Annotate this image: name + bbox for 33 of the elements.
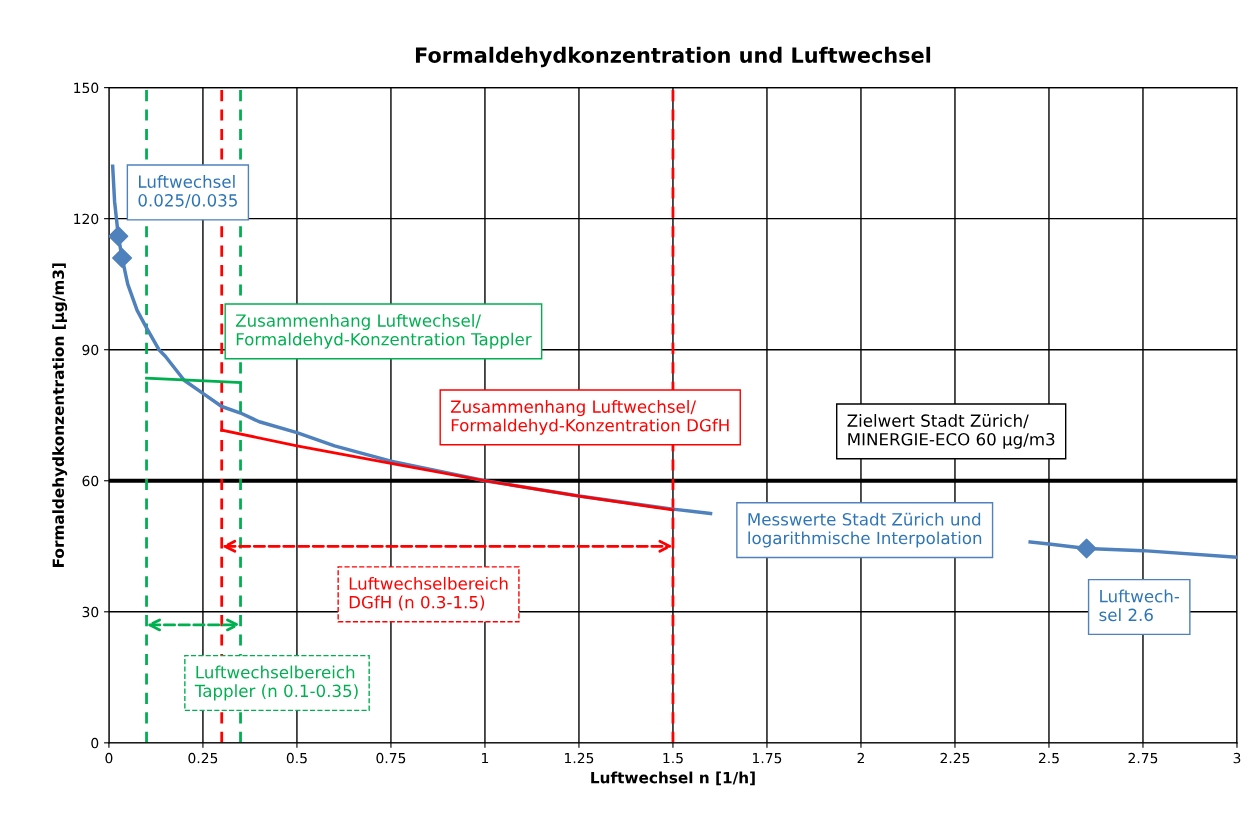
point — [1076, 538, 1097, 559]
y-tick-label: 0 — [91, 737, 99, 749]
x-tick-label: 2.75 — [1128, 752, 1158, 764]
y-tick-label: 60 — [82, 475, 99, 487]
x-tick-label: 1 — [482, 752, 489, 764]
annotation: Luftwechsel 0.025/0.035 — [138, 175, 237, 208]
annotation: Zusammenhang Luftwechsel/ Formaldehyd-Konzentration DGfH — [450, 400, 729, 435]
x-tick-label: 0 — [105, 752, 113, 764]
point — [108, 226, 129, 247]
annotation: Luftwechselbereich DGfH (n 0.3-1.5) — [349, 576, 508, 611]
y-tick-label: 30 — [82, 606, 99, 618]
x-tick-label: 0.25 — [188, 752, 218, 764]
y-axis-title: Formaldehydkonzentration [µg/m3] — [52, 263, 68, 567]
y-tick-label: 120 — [74, 213, 99, 225]
chart-title: Formaldehydkonzentration und Luftwechsel — [415, 46, 931, 68]
point — [112, 247, 133, 268]
x-tick-label: 2 — [857, 752, 864, 764]
annotation: Luftwechselbereich Tappler (n 0.1-0.35) — [194, 665, 358, 701]
x-tick-label: 1.75 — [753, 752, 782, 764]
annotation: Zusammenhang Luftwechsel/ Formaldehyd-Konzentration Tappler — [235, 313, 532, 349]
x-tick-label: 2.5 — [1038, 752, 1059, 764]
annotation: Luftwech- sel 2.6 — [1099, 589, 1180, 622]
x-tick-label: 2.25 — [940, 752, 970, 764]
x-tick-label: 0.75 — [376, 752, 406, 764]
x-tick-label: 0.5 — [286, 752, 307, 764]
x-axis-title: Luftwechsel n [1/h] — [591, 771, 755, 786]
x-tick-label: 1.5 — [663, 752, 683, 764]
y-tick-label: 150 — [74, 82, 99, 94]
y-tick-label: 90 — [82, 344, 99, 356]
x-tick-label: 3 — [1233, 752, 1241, 764]
annotation: Zielwert Stadt Zürich/ MINERGIE-ECO 60 µg/m3 — [847, 414, 1055, 449]
x-tick-label: 1.25 — [565, 752, 594, 764]
annotation: Messwerte Stadt Zürich und logarithmische Interpolation — [748, 512, 982, 548]
